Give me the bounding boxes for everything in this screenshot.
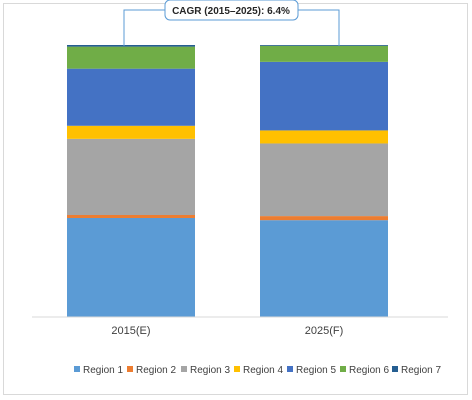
legend-label: Region 7: [401, 365, 441, 376]
legend-item: Region 3: [181, 365, 230, 376]
bar-segment-region-5: [260, 61, 388, 131]
bar-segment-region-4: [67, 125, 195, 139]
bar-segment-region-5: [67, 68, 195, 126]
legend-swatch: [392, 366, 398, 372]
legend-swatch: [181, 366, 187, 372]
legend-item: Region 6: [340, 365, 389, 376]
bar-segment-region-6: [260, 45, 388, 62]
legend-label: Region 1: [83, 365, 123, 376]
bar-segment-region-7: [67, 45, 195, 47]
callout-bracket: [123, 9, 165, 46]
legend-label: Region 4: [243, 365, 283, 376]
callout-bracket: [298, 9, 340, 46]
bar-segment-region-1: [260, 220, 388, 317]
legend-label: Region 5: [296, 365, 336, 376]
bar-segment-region-7: [260, 45, 388, 46]
legend-label: Region 3: [190, 365, 230, 376]
bar-segment-region-2: [260, 216, 388, 221]
legend-item: Region 2: [127, 365, 176, 376]
bar-segment-region-4: [260, 130, 388, 144]
legend-swatch: [127, 366, 133, 372]
legend-swatch: [74, 366, 80, 372]
bar-segment-region-3: [67, 138, 195, 215]
bar-segment-region-1: [67, 217, 195, 317]
legend-swatch: [234, 366, 240, 372]
legend-label: Region 6: [349, 365, 389, 376]
legend-swatch: [340, 366, 346, 372]
legend: Region 1 Region 2 Region 3 Region 4 Region 5…: [74, 365, 441, 376]
category-label: 2015(E): [111, 325, 150, 337]
bar-segment-region-6: [67, 46, 195, 69]
legend-item: Region 1: [74, 365, 123, 376]
legend-item: Region 4: [234, 365, 283, 376]
bar-segment-region-2: [67, 215, 195, 218]
category-label: 2025(F): [305, 325, 344, 337]
cagr-annotation: CAGR (2015–2025): 6.4%: [172, 6, 290, 17]
bar-segment-region-3: [260, 143, 388, 217]
legend-item: Region 7: [392, 365, 441, 376]
category-labels: 2015(E) 2025(F): [111, 325, 343, 337]
legend-item: Region 5: [287, 365, 336, 376]
callout-box: [164, 0, 299, 21]
legend-swatch: [287, 366, 293, 372]
cagr-callout: CAGR (2015–2025): 6.4%: [123, 0, 340, 46]
legend-label: Region 2: [136, 365, 176, 376]
bars-layer: [67, 45, 388, 317]
